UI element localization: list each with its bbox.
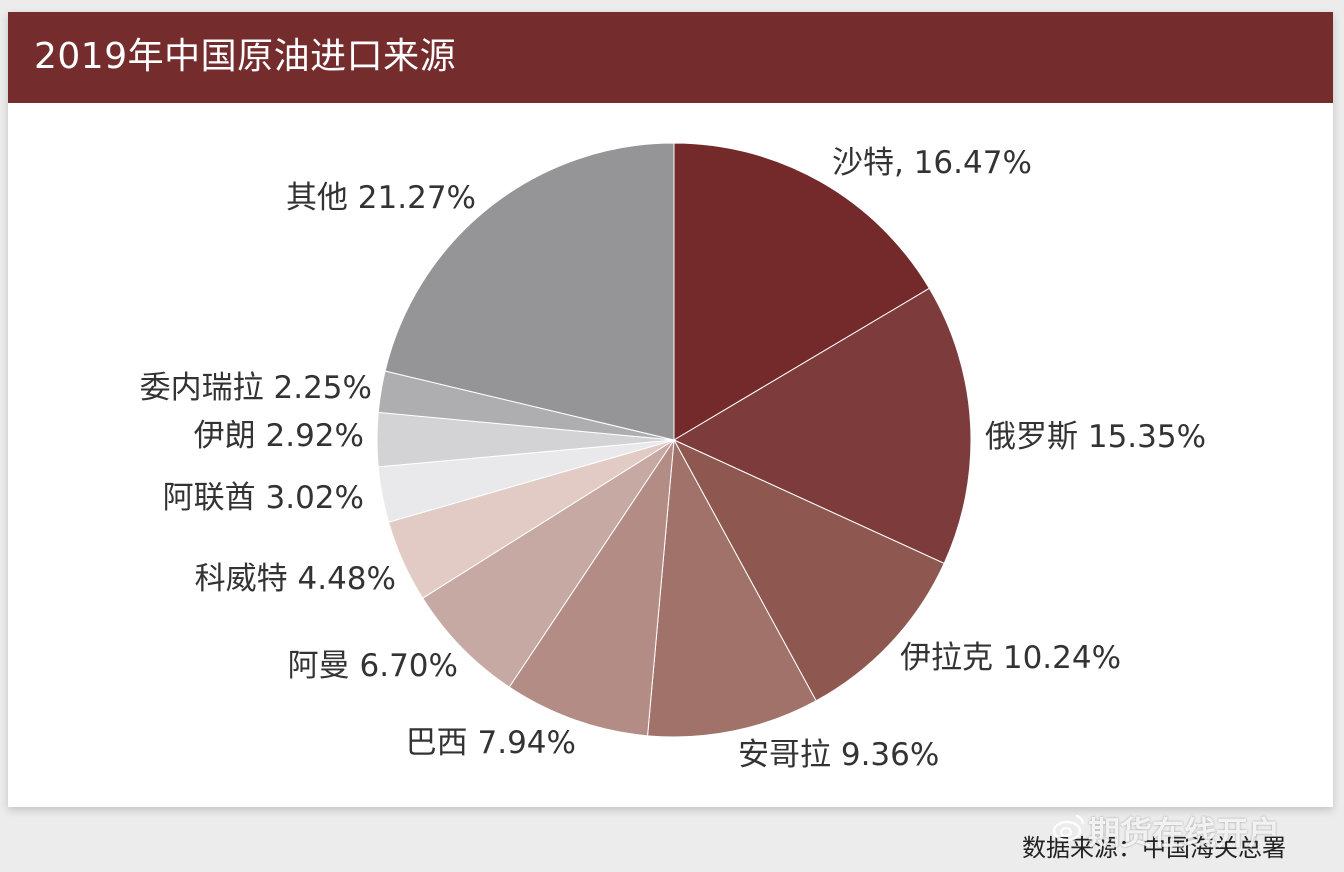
slice-label-5: 巴西 7.94% [406, 725, 576, 761]
pie-slice-4 [646, 438, 817, 738]
slice-label-10: 委内瑞拉 2.25% [140, 370, 372, 406]
slice-label-7: 科威特 4.48% [195, 561, 396, 597]
slice-label-8: 阿联酋 3.02% [163, 480, 364, 516]
weibo-icon [1052, 814, 1085, 842]
slice-label-3: 伊拉克 10.24% [900, 640, 1121, 676]
slice-label-2: 俄罗斯 15.35% [985, 419, 1206, 455]
watermark: 期货在线开户 [1088, 814, 1281, 852]
slice-label-1: 沙特, 16.47% [832, 145, 1032, 181]
slice-label-11: 其他 21.27% [286, 180, 476, 216]
pie-slice-2 [672, 287, 972, 565]
chart-title: 2019年中国原油进口来源 [34, 36, 457, 77]
slice-label-6: 阿曼 6.70% [288, 648, 458, 684]
slice-label-4: 安哥拉 9.36% [738, 737, 939, 773]
data-source-note: 数据来源：中国海关总署 [1022, 834, 1286, 862]
title-bar: 2019年中国原油进口来源 [8, 12, 1333, 103]
pie-slice-6 [421, 439, 675, 688]
slice-label-9: 伊朗 2.92% [194, 418, 364, 454]
pie-slice-11 [384, 142, 675, 441]
pie-slice-5 [508, 439, 675, 737]
pie-slice-1 [673, 142, 931, 441]
pie-slice-3 [672, 438, 945, 702]
